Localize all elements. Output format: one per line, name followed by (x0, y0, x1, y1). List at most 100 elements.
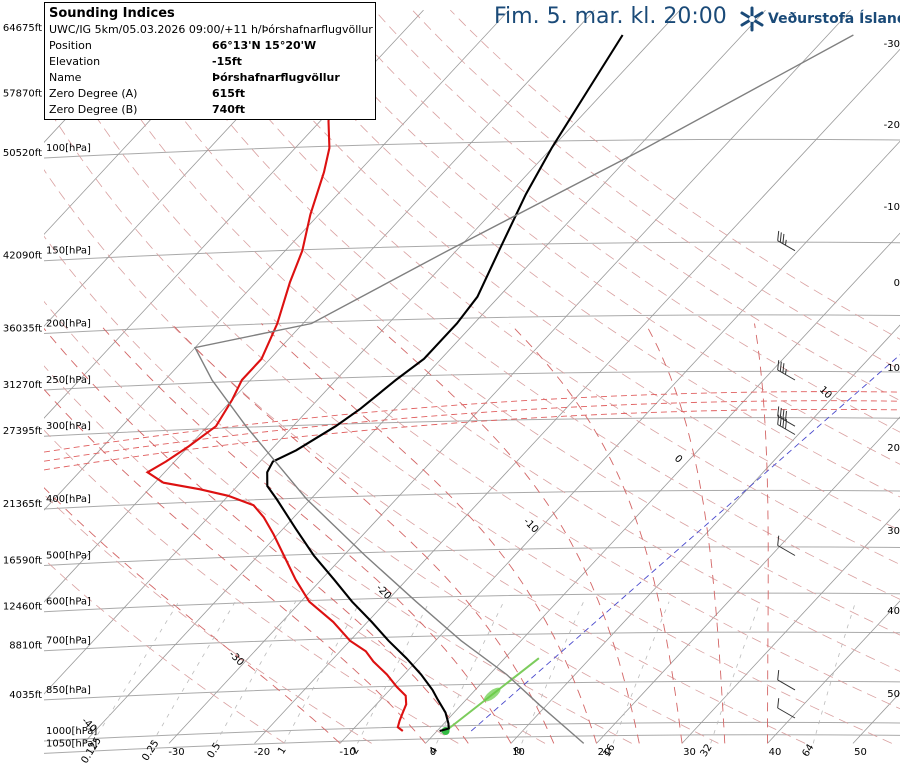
wind-barb-flag (777, 406, 780, 417)
info-row-name: Name Þórshafnarflugvöllur (49, 70, 371, 86)
height-label: 12460ft (3, 602, 42, 613)
wind-barb-staff (777, 707, 796, 719)
dewpoint-line (145, 22, 408, 732)
info-value: 740ft (212, 103, 246, 116)
pressure-label: 1000[hPa] (46, 726, 97, 737)
snowflake-icon (740, 6, 764, 32)
dry-adiabat (374, 9, 900, 402)
moist-adiabat (260, 323, 597, 744)
isotherm-bottom-label: 10 (512, 747, 525, 758)
moist-adiabat (44, 388, 426, 744)
info-subtitle: UWC/IG 5km/05.03.2026 09:00/+11 h/Þórsha… (49, 23, 373, 36)
isotherm (425, 232, 900, 744)
mixing-ratio-line (812, 601, 856, 744)
right-axis-label: -30 (884, 39, 900, 50)
dry-adiabat (298, 9, 900, 465)
isotherm (767, 600, 900, 744)
dry-adiabat (44, 100, 892, 744)
pressure-label: 200[hPa] (46, 319, 91, 330)
height-label: 50520ft (3, 148, 42, 159)
pressure-label: 700[hPa] (46, 636, 91, 647)
sounding-indices-panel: Sounding Indices UWC/IG 5km/05.03.2026 0… (44, 2, 376, 120)
mixing-ratio-label: 0.5 (206, 741, 224, 760)
wind-barb (777, 406, 796, 427)
wind-barb-staff (777, 415, 796, 427)
wind-barb-flag (777, 230, 780, 241)
mixing-ratio-label: 32 (699, 742, 715, 759)
mixing-ratio-label: 2 (349, 745, 362, 756)
isobar (44, 370, 900, 391)
pressure-label: 1050[hPa] (46, 738, 97, 749)
dry-adiabat (44, 169, 806, 744)
wind-barb-flag (777, 670, 780, 680)
wind-barb (777, 698, 796, 719)
mixing-ratio-label: 0.25 (140, 738, 161, 763)
isotherm (44, 9, 424, 419)
isotherm-bottom-label: 40 (769, 747, 782, 758)
isotherm (44, 9, 681, 695)
moist-adiabat (645, 323, 726, 744)
tropopause-line (44, 408, 900, 471)
dry-adiabat (44, 365, 546, 744)
isotherm (168, 9, 852, 744)
isotherm (44, 9, 339, 327)
mixing-ratio-line (436, 601, 505, 744)
tropopause-line (44, 391, 900, 453)
right-axis-label: 0 (894, 278, 900, 289)
isobar (44, 241, 900, 262)
height-label: 4035ft (9, 690, 42, 701)
height-label: 16590ft (3, 555, 42, 566)
info-title: Sounding Indices (49, 6, 175, 21)
mixing-ratio-line (215, 601, 296, 744)
isobar (44, 631, 900, 652)
height-label: 8810ft (9, 641, 42, 652)
isotherm (44, 9, 168, 143)
right-axis-label: 10 (887, 363, 900, 374)
mixing-ratio-line (521, 601, 584, 744)
moist-adiabat (373, 323, 640, 744)
isotherm-bottom-label: 0 (430, 747, 436, 758)
isotherm (596, 416, 900, 744)
dry-adiabat (44, 558, 286, 744)
wind-barb-staff (777, 545, 796, 556)
info-value: 66°13'N 15°20'W (212, 39, 317, 52)
dry-adiabat (222, 9, 900, 531)
wind-barb-staff (777, 240, 796, 252)
pressure-label: 600[hPa] (46, 597, 91, 608)
wind-barb-flag (782, 409, 785, 420)
moist-adiabat (98, 323, 512, 744)
isotherm-bottom-label: 50 (854, 747, 867, 758)
wind-barb (777, 230, 796, 252)
wind-barb (777, 535, 796, 556)
wind-barb-flag (777, 535, 780, 546)
wind-barb (777, 670, 796, 691)
isotherm (681, 508, 900, 744)
wind-barb-staff (777, 679, 796, 691)
wind-barb-flag (782, 233, 785, 244)
mixing-ratio-line (151, 601, 236, 744)
wind-barb-flag (777, 698, 780, 709)
tropopause-line (44, 400, 900, 462)
chart-grid (44, 9, 900, 754)
pressure-label: 100[hPa] (46, 143, 91, 154)
wind-barb (777, 360, 796, 381)
dry-adiabat (184, 9, 900, 565)
wind-barb-flag (782, 363, 785, 374)
moist-adiabat (754, 323, 769, 744)
isobar (44, 592, 900, 613)
green-marker-blob (483, 687, 501, 702)
wind-barb-flag (779, 407, 782, 418)
reference-dashed-line (470, 354, 900, 732)
dry-adiabat (146, 9, 900, 600)
moist-adiabat (509, 323, 683, 744)
brand-logo: Veðurstofa Íslands (738, 6, 900, 32)
isotherm (339, 140, 900, 744)
isotherm (44, 9, 253, 235)
mixing-ratio-line (92, 601, 180, 744)
dry-adiabat (71, 9, 900, 672)
wind-barb-flag (779, 232, 782, 243)
forecast-time-title: Fim. 5. mar. kl. 20:00 (494, 4, 727, 29)
wind-barb-staff (777, 369, 796, 381)
isobar (44, 314, 900, 334)
